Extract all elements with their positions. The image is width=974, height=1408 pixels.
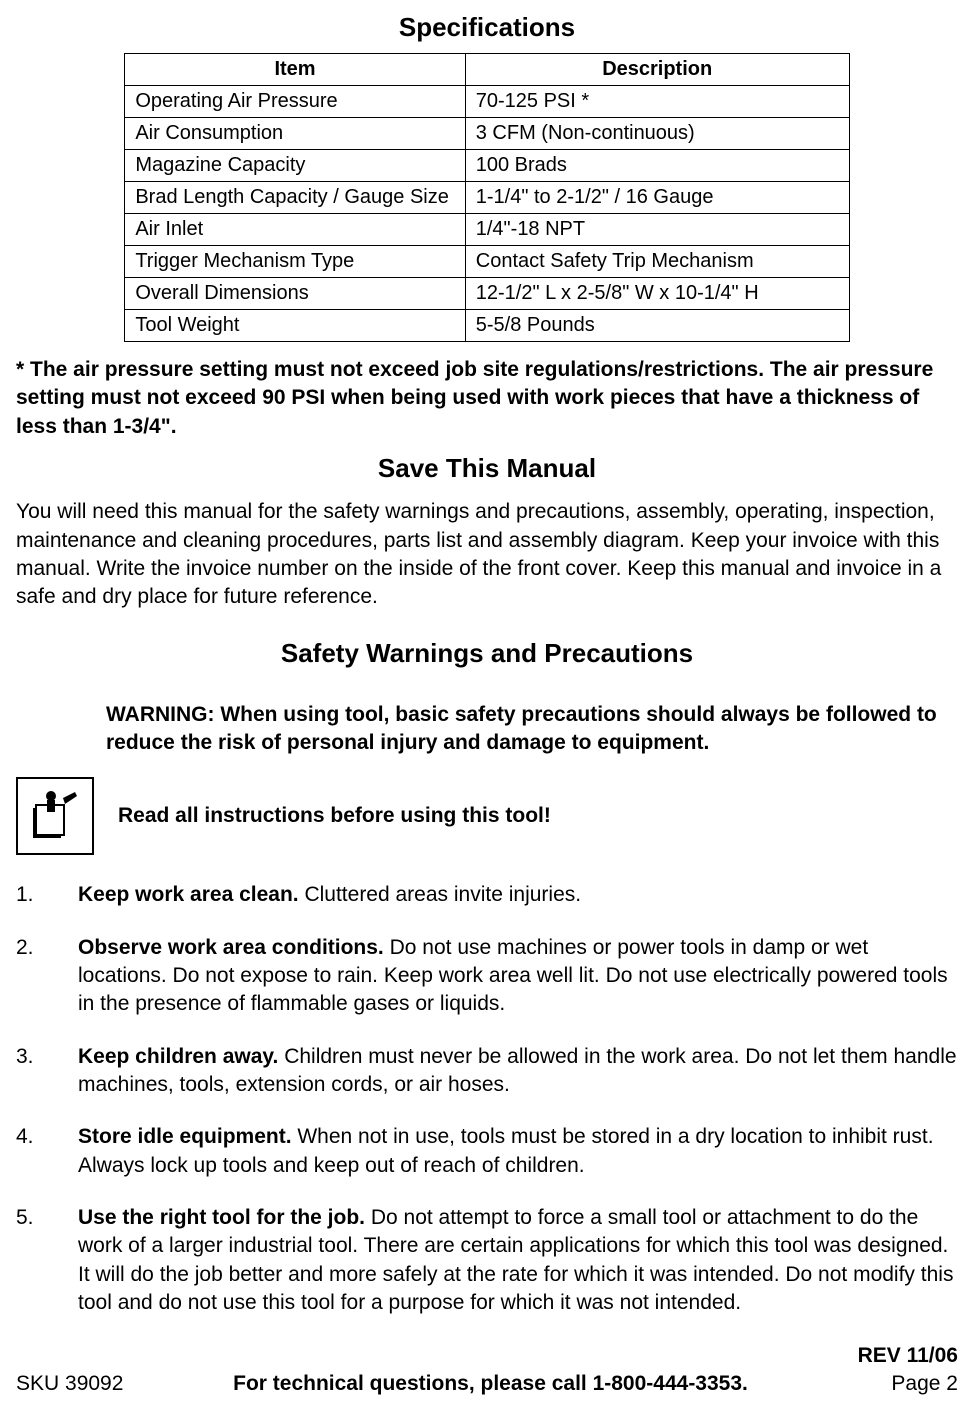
- list-item: 5.Use the right tool for the job. Do not…: [16, 1204, 958, 1317]
- list-item-rest: Cluttered areas invite injuries.: [299, 883, 581, 906]
- table-row: Magazine Capacity100 Brads: [125, 150, 849, 182]
- table-cell-desc: 3 CFM (Non-continuous): [465, 118, 849, 150]
- table-cell-item: Tool Weight: [125, 310, 465, 342]
- list-item: 2.Observe work area conditions. Do not u…: [16, 934, 958, 1019]
- list-item-content: Store idle equipment. When not in use, t…: [78, 1123, 958, 1180]
- list-item-content: Keep children away. Children must never …: [78, 1043, 958, 1100]
- table-cell-item: Air Inlet: [125, 214, 465, 246]
- table-cell-desc: 100 Brads: [465, 150, 849, 182]
- table-row: Overall Dimensions12-1/2" L x 2-5/8" W x…: [125, 278, 849, 310]
- footer-rev: REV 11/06: [858, 1342, 958, 1370]
- list-item-content: Keep work area clean. Cluttered areas in…: [78, 881, 958, 909]
- table-row: Operating Air Pressure70-125 PSI *: [125, 86, 849, 118]
- list-item-number: 5.: [16, 1204, 78, 1317]
- table-cell-item: Operating Air Pressure: [125, 86, 465, 118]
- table-row: Tool Weight5-5/8 Pounds: [125, 310, 849, 342]
- table-cell-item: Trigger Mechanism Type: [125, 246, 465, 278]
- table-row: Trigger Mechanism TypeContact Safety Tri…: [125, 246, 849, 278]
- list-item-lead: Keep children away.: [78, 1045, 278, 1068]
- save-manual-heading: Save This Manual: [16, 451, 958, 486]
- footer-page: Page 2: [858, 1370, 958, 1398]
- specifications-table: Item Description Operating Air Pressure7…: [124, 53, 849, 342]
- safety-warnings-heading: Safety Warnings and Precautions: [16, 636, 958, 671]
- list-item-number: 3.: [16, 1043, 78, 1100]
- read-manual-icon: [16, 777, 94, 855]
- table-cell-item: Overall Dimensions: [125, 278, 465, 310]
- list-item-lead: Observe work area conditions.: [78, 936, 384, 959]
- table-row: Brad Length Capacity / Gauge Size1-1/4" …: [125, 182, 849, 214]
- table-cell-desc: 12-1/2" L x 2-5/8" W x 10-1/4" H: [465, 278, 849, 310]
- footer-sku: SKU 39092: [16, 1370, 123, 1398]
- table-cell-desc: 1-1/4" to 2-1/2" / 16 Gauge: [465, 182, 849, 214]
- safety-list: 1.Keep work area clean. Cluttered areas …: [16, 881, 958, 1317]
- table-cell-item: Magazine Capacity: [125, 150, 465, 182]
- table-row: Air Inlet1/4"-18 NPT: [125, 214, 849, 246]
- table-header-item: Item: [125, 54, 465, 86]
- list-item-content: Use the right tool for the job. Do not a…: [78, 1204, 958, 1317]
- footer-call: For technical questions, please call 1-8…: [233, 1370, 748, 1398]
- list-item-lead: Store idle equipment.: [78, 1125, 292, 1148]
- table-cell-item: Air Consumption: [125, 118, 465, 150]
- table-row: Air Consumption3 CFM (Non-continuous): [125, 118, 849, 150]
- warning-text: WARNING: When using tool, basic safety p…: [106, 701, 948, 758]
- table-cell-desc: Contact Safety Trip Mechanism: [465, 246, 849, 278]
- read-instructions-text: Read all instructions before using this …: [118, 802, 551, 830]
- table-header-description: Description: [465, 54, 849, 86]
- list-item-lead: Keep work area clean.: [78, 883, 299, 906]
- table-cell-desc: 1/4"-18 NPT: [465, 214, 849, 246]
- read-instructions-row: Read all instructions before using this …: [16, 777, 958, 855]
- list-item: 4.Store idle equipment. When not in use,…: [16, 1123, 958, 1180]
- table-cell-desc: 5-5/8 Pounds: [465, 310, 849, 342]
- table-cell-item: Brad Length Capacity / Gauge Size: [125, 182, 465, 214]
- list-item-lead: Use the right tool for the job.: [78, 1206, 365, 1229]
- page-footer: SKU 39092 For technical questions, pleas…: [16, 1342, 958, 1399]
- list-item-number: 2.: [16, 934, 78, 1019]
- list-item-content: Observe work area conditions. Do not use…: [78, 934, 958, 1019]
- pressure-note: * The air pressure setting must not exce…: [16, 356, 958, 441]
- list-item-number: 4.: [16, 1123, 78, 1180]
- list-item-number: 1.: [16, 881, 78, 909]
- list-item: 3.Keep children away. Children must neve…: [16, 1043, 958, 1100]
- save-manual-text: You will need this manual for the safety…: [16, 498, 958, 611]
- table-cell-desc: 70-125 PSI *: [465, 86, 849, 118]
- specifications-heading: Specifications: [16, 10, 958, 45]
- list-item: 1.Keep work area clean. Cluttered areas …: [16, 881, 958, 909]
